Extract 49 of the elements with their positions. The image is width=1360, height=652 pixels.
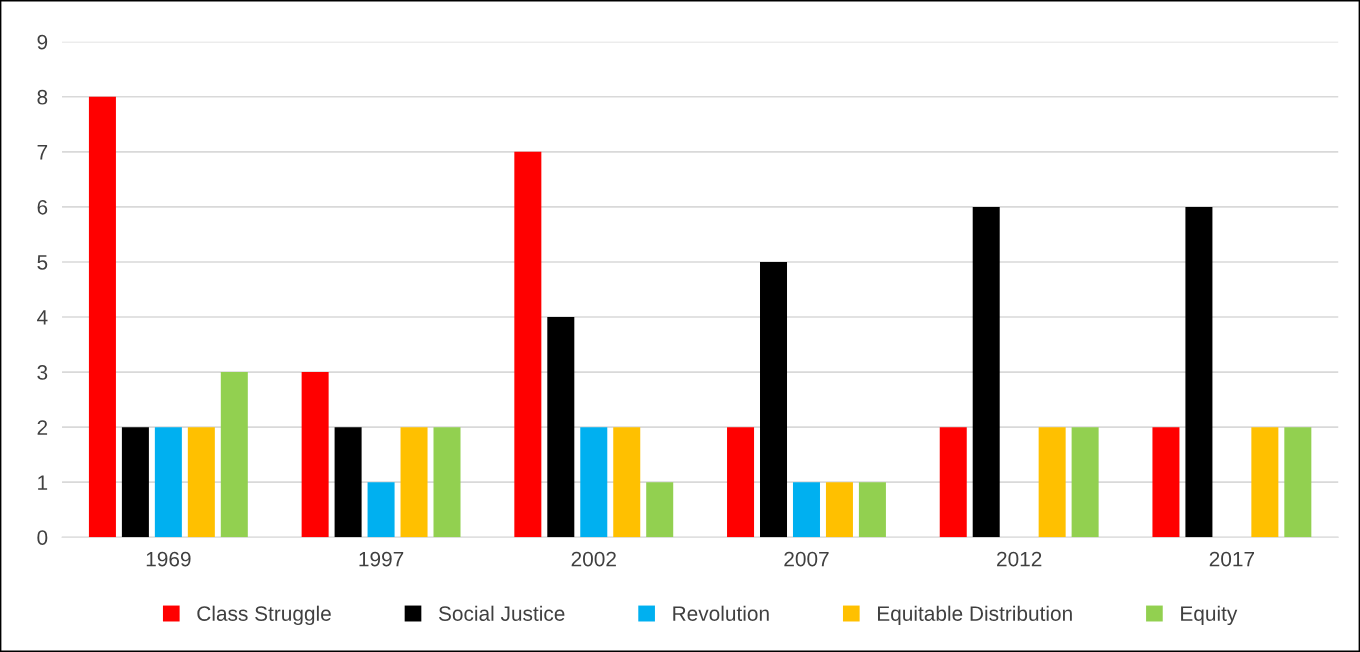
legend-label: Social Justice <box>438 605 565 621</box>
legend-label: Revolution <box>673 605 769 621</box>
bar <box>334 427 362 538</box>
y-tick-label: 6 <box>37 199 48 215</box>
bar <box>858 482 886 538</box>
bar <box>613 427 641 538</box>
y-tick-label: 8 <box>37 89 48 105</box>
x-tick-label: 2017 <box>1209 551 1255 567</box>
x-tick-label: 1969 <box>146 551 191 567</box>
y-tick-label: 4 <box>37 310 48 325</box>
bar <box>1251 427 1279 538</box>
bar <box>187 427 215 538</box>
bar <box>1038 427 1066 538</box>
bar <box>1071 427 1099 538</box>
bar <box>939 427 967 538</box>
bar <box>792 482 820 538</box>
y-tick-label: 0 <box>37 530 48 545</box>
bar <box>121 427 149 538</box>
bar <box>1185 206 1213 538</box>
bar <box>547 317 575 538</box>
x-tick-label: 2007 <box>784 551 829 567</box>
bar <box>1284 427 1312 538</box>
x-tick-label: 2002 <box>571 551 616 567</box>
bar <box>367 482 395 538</box>
bar <box>825 482 853 538</box>
legend-label: Class Struggle <box>197 605 331 626</box>
bar <box>580 427 608 538</box>
bar <box>433 427 461 538</box>
bar <box>220 372 248 538</box>
x-tick-label: 1997 <box>359 551 404 567</box>
bar <box>301 372 329 538</box>
legend-label: Equitable Distribution <box>878 605 1072 626</box>
legend-label: Equity <box>1181 605 1238 626</box>
y-tick-label: 3 <box>37 365 48 380</box>
y-tick-label: 5 <box>37 255 48 270</box>
bar <box>646 482 674 538</box>
y-tick-label: 1 <box>38 475 48 490</box>
bar <box>514 151 542 538</box>
bar <box>727 427 755 538</box>
bar <box>400 427 428 538</box>
bar <box>1152 427 1180 538</box>
bar <box>88 96 116 538</box>
bar <box>154 427 182 538</box>
y-tick-label: 2 <box>37 420 48 435</box>
bar <box>972 206 1000 538</box>
bar <box>760 261 788 538</box>
y-tick-label: 7 <box>37 145 48 160</box>
x-tick-label: 2012 <box>997 551 1042 567</box>
y-tick-label: 9 <box>37 34 48 50</box>
